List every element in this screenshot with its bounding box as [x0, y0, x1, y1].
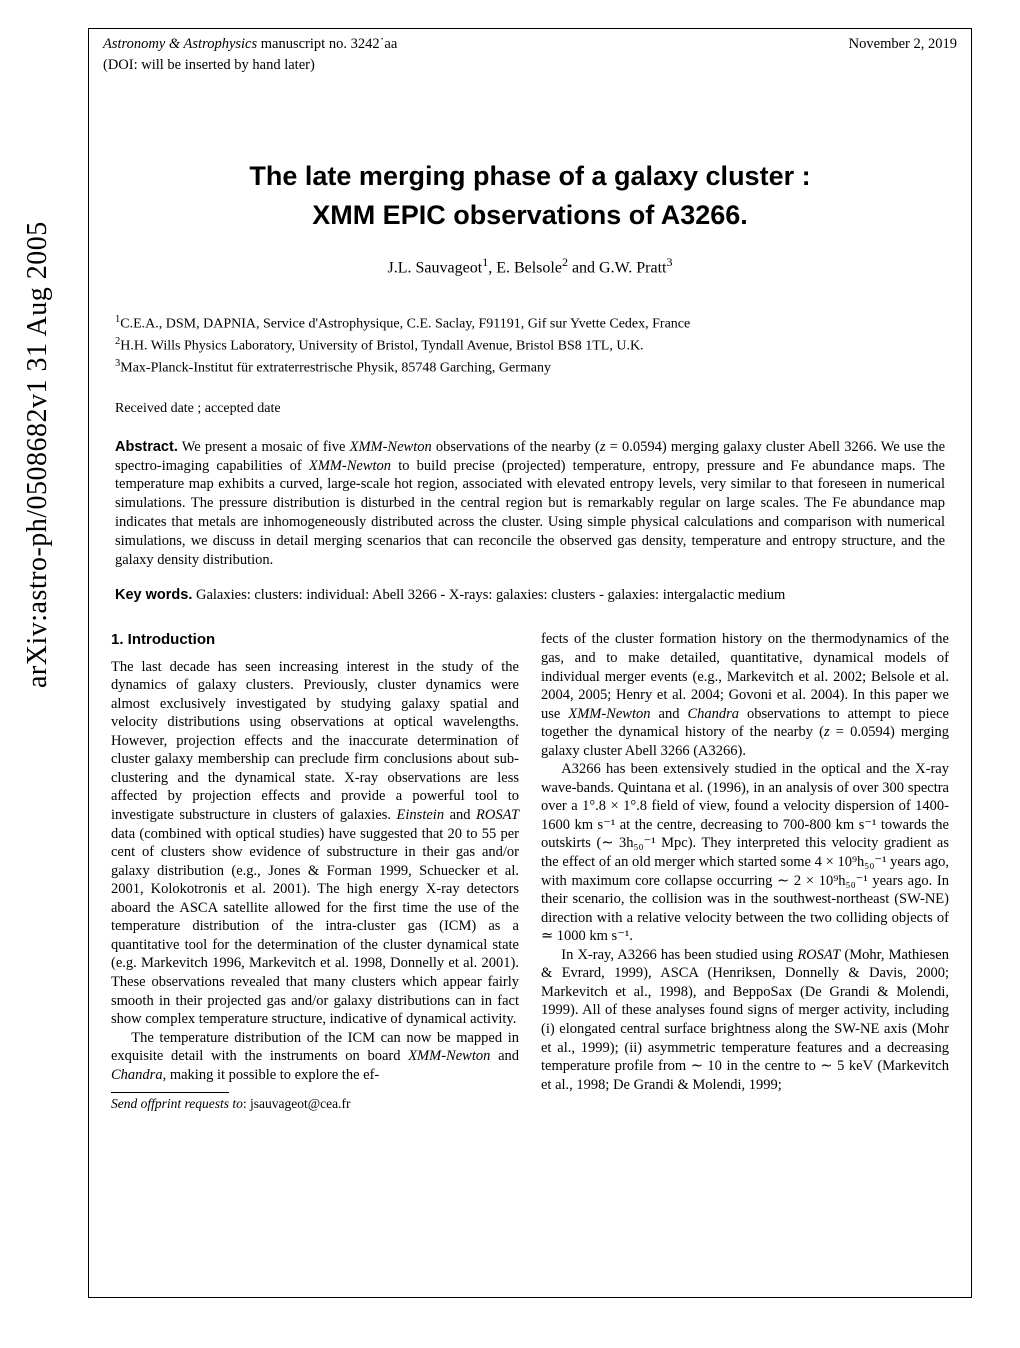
arxiv-stamp: arXiv:astro-ph/0508682v1 31 Aug 2005	[20, 221, 56, 688]
section-1-heading: 1. Introduction	[111, 630, 519, 649]
affiliations: 1C.E.A., DSM, DAPNIA, Service d'Astrophy…	[115, 313, 945, 378]
abstract: Abstract. We present a mosaic of five XM…	[115, 438, 945, 570]
col2-para-2: A3266 has been extensively studied in th…	[541, 760, 949, 945]
footnote: Send offprint requests to: jsauvageot@ce…	[111, 1095, 519, 1112]
affil-3: 3Max-Planck-Institut für extraterrestris…	[115, 357, 945, 378]
running-head-date: November 2, 2019	[849, 35, 957, 54]
footnote-label: Send offprint requests to	[111, 1096, 243, 1111]
affil-1: 1C.E.A., DSM, DAPNIA, Service d'Astrophy…	[115, 313, 945, 334]
title-line-2: XMM EPIC observations of A3266.	[89, 198, 971, 233]
abstract-text: We present a mosaic of five XMM-Newton o…	[115, 439, 945, 568]
column-left: 1. Introduction The last decade has seen…	[111, 630, 519, 1112]
col2-para-1: fects of the cluster formation history o…	[541, 630, 949, 760]
col2-para-3: In X-ray, A3266 has been studied using R…	[541, 946, 949, 1094]
affil-2: 2H.H. Wills Physics Laboratory, Universi…	[115, 335, 945, 356]
col1-para-2: The temperature distribution of the ICM …	[111, 1029, 519, 1085]
keywords-text: Galaxies: clusters: individual: Abell 32…	[192, 587, 785, 603]
two-column-body: 1. Introduction The last decade has seen…	[111, 630, 949, 1112]
doi-line: (DOI: will be inserted by hand later)	[89, 56, 971, 81]
page-frame: Astronomy & Astrophysics manuscript no. …	[88, 28, 972, 1298]
received-accepted: Received date ; accepted date	[115, 400, 945, 418]
title-line-1: The late merging phase of a galaxy clust…	[89, 159, 971, 194]
running-head-left: Astronomy & Astrophysics manuscript no. …	[103, 35, 397, 54]
authors: J.L. Sauvageot1, E. Belsole2 and G.W. Pr…	[89, 255, 971, 279]
journal-name: Astronomy & Astrophysics	[103, 36, 257, 52]
footnote-text: : jsauvageot@cea.fr	[243, 1096, 351, 1111]
column-right: fects of the cluster formation history o…	[541, 630, 949, 1112]
keywords: Key words. Galaxies: clusters: individua…	[115, 586, 945, 605]
keywords-label: Key words.	[115, 587, 192, 603]
col1-para-1: The last decade has seen increasing inte…	[111, 658, 519, 1029]
manuscript-no: manuscript no. 3242˙aa	[257, 36, 397, 52]
abstract-label: Abstract.	[115, 439, 178, 455]
footnote-rule	[111, 1092, 229, 1093]
running-head: Astronomy & Astrophysics manuscript no. …	[89, 29, 971, 56]
title-block: The late merging phase of a galaxy clust…	[89, 159, 971, 233]
